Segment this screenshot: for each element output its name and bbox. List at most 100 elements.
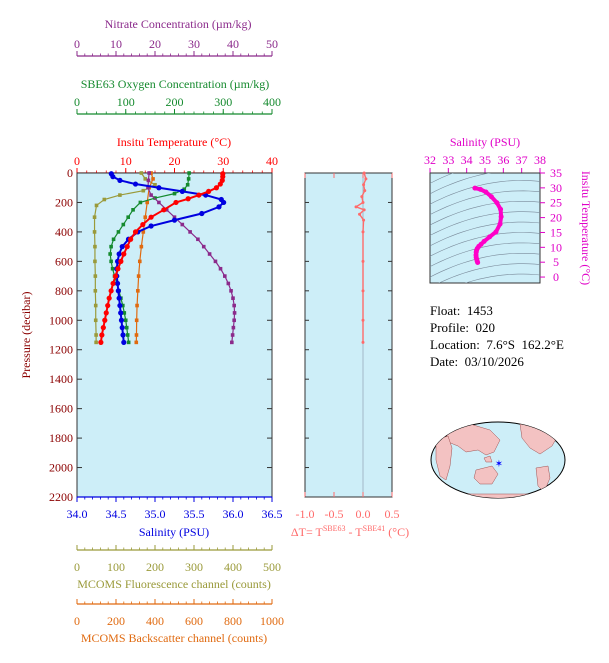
salinity-point <box>119 244 125 250</box>
delta-t-point <box>362 183 366 187</box>
float-value: 1453 <box>466 303 493 318</box>
nitrate-point <box>146 178 151 183</box>
salinity-point <box>179 188 185 195</box>
temperature-point <box>213 185 220 191</box>
temperature-point <box>140 221 146 228</box>
fluorescence-point <box>93 289 98 293</box>
pressure-tick-label: 600 <box>55 254 73 268</box>
temperature-axis-label: Insitu Temperature (°C) <box>117 135 231 149</box>
nitrate-point <box>201 244 206 249</box>
oxygen-tick-label: 300 <box>214 95 232 109</box>
nitrate-point <box>229 289 233 293</box>
backscatter-point <box>136 274 141 278</box>
backscatter-tick-label: 600 <box>185 614 203 628</box>
fluorescence-point <box>139 171 144 175</box>
ts-isopycnal <box>430 201 540 226</box>
salinity-axis: 34.0 34.5 35.0 35.5 36.0 36.5 Salinity (PSU) <box>67 496 283 539</box>
salinity-point <box>216 204 222 210</box>
oxygen-point <box>125 333 130 337</box>
temperature-point <box>185 196 191 202</box>
temperature-tick-label: 20 <box>169 154 181 168</box>
location-value: 7.6°S 162.2°E <box>486 337 564 352</box>
oxygen-point <box>182 187 187 191</box>
nitrate-point <box>230 333 235 337</box>
temperature-point <box>118 258 124 264</box>
ts-isopycnal <box>430 180 540 205</box>
delta-t-axis-label: ΔT= TSBE63 - TSBE41 (°C) <box>291 524 409 539</box>
oxygen-point <box>123 318 128 323</box>
backscatter-tick-label: 200 <box>107 614 125 628</box>
pressure-tick-label: 800 <box>55 284 73 298</box>
salinity-point <box>199 210 205 217</box>
temperature-point <box>105 302 111 309</box>
ts-salinity-tick-label: 34 <box>461 153 473 167</box>
map-australia <box>473 465 499 485</box>
ts-salinity-tick-label: 33 <box>442 153 454 167</box>
salinity-point <box>114 280 121 287</box>
temperature-point <box>103 310 109 316</box>
temperature-line <box>99 173 224 343</box>
pressure-tick-label: 1000 <box>49 313 73 327</box>
oxygen-point <box>111 237 116 242</box>
nitrate-point <box>223 274 227 278</box>
nitrate-point <box>164 208 169 212</box>
salinity-point <box>119 325 125 331</box>
delta-t-point <box>358 212 362 216</box>
salinity-tick-label: 35.0 <box>145 507 166 521</box>
delta-t-tick-label: 0.5 <box>385 507 400 521</box>
fluorescence-tick-label: 200 <box>146 560 164 574</box>
ts-temperature-tick-label: 5 <box>553 255 559 269</box>
pressure-tick-label: 0 <box>67 166 73 180</box>
backscatter-point <box>149 171 153 175</box>
nitrate-tick-label: 10 <box>110 37 122 51</box>
salinity-point <box>148 223 154 229</box>
salinity-point <box>118 317 125 323</box>
salinity-point <box>118 310 124 316</box>
temperature-point <box>99 332 105 338</box>
nitrate-point <box>231 296 235 300</box>
ts-temperature-tick-label: 0 <box>553 270 559 284</box>
temperature-tick-label: 10 <box>120 154 132 168</box>
delta-t-point <box>361 340 365 344</box>
nitrate-point <box>147 171 151 175</box>
ts-isopycnal <box>430 242 540 267</box>
map-europe-africa <box>435 435 453 481</box>
nitrate-tick-label: 0 <box>74 37 80 51</box>
nitrate-point <box>230 340 234 345</box>
fluorescence-axis: 0 100 200 300 400 500 MCOMS Fluorescence chan… <box>74 545 281 591</box>
salinity-point <box>117 302 123 309</box>
salinity-point <box>121 339 127 345</box>
temperature-point <box>217 181 223 187</box>
fluorescence-point <box>93 303 98 308</box>
oxygen-point <box>122 311 127 315</box>
salinity-tick-label: 36.5 <box>262 507 283 521</box>
ts-point <box>488 194 494 200</box>
ts-isopycnal <box>430 190 540 215</box>
temperature-point <box>206 188 212 195</box>
temperature-point <box>161 207 167 213</box>
backscatter-axis-label: MCOMS Backscatter channel (counts) <box>81 631 267 645</box>
temperature-axis: Insitu Temperature (°C) 0 10 20 30 40 <box>74 135 278 174</box>
ts-isopycnal <box>430 232 540 257</box>
fluorescence-point <box>102 197 107 202</box>
nitrate-series <box>146 171 237 345</box>
pressure-tick-label: 1800 <box>49 431 73 445</box>
delta-t-axis: -1.0 -0.5 0.0 0.5 ΔT= TSBE63 - TSBE41 (°C) <box>291 172 409 539</box>
delta-t-tick-label: -0.5 <box>325 507 344 521</box>
pressure-tick-label: 1400 <box>49 372 73 386</box>
fluorescence-point <box>94 340 98 345</box>
salinity-tick-label: 35.5 <box>184 507 205 521</box>
ts-isopycnal <box>430 221 540 247</box>
map-antarctica <box>439 493 557 498</box>
ts-isopycnal <box>430 253 540 278</box>
pressure-axis-label: Pressure (decibar) <box>19 292 33 379</box>
salinity-series <box>108 171 227 345</box>
oxygen-point <box>186 177 191 181</box>
salinity-point <box>116 251 122 257</box>
salinity-point <box>221 199 227 206</box>
temperature-point <box>196 192 202 198</box>
pressure-axis: Pressure (decibar) 0 200 400 600 800 1000 1200… <box>19 166 272 504</box>
ts-point <box>472 185 478 191</box>
fluorescence-point <box>92 230 97 234</box>
